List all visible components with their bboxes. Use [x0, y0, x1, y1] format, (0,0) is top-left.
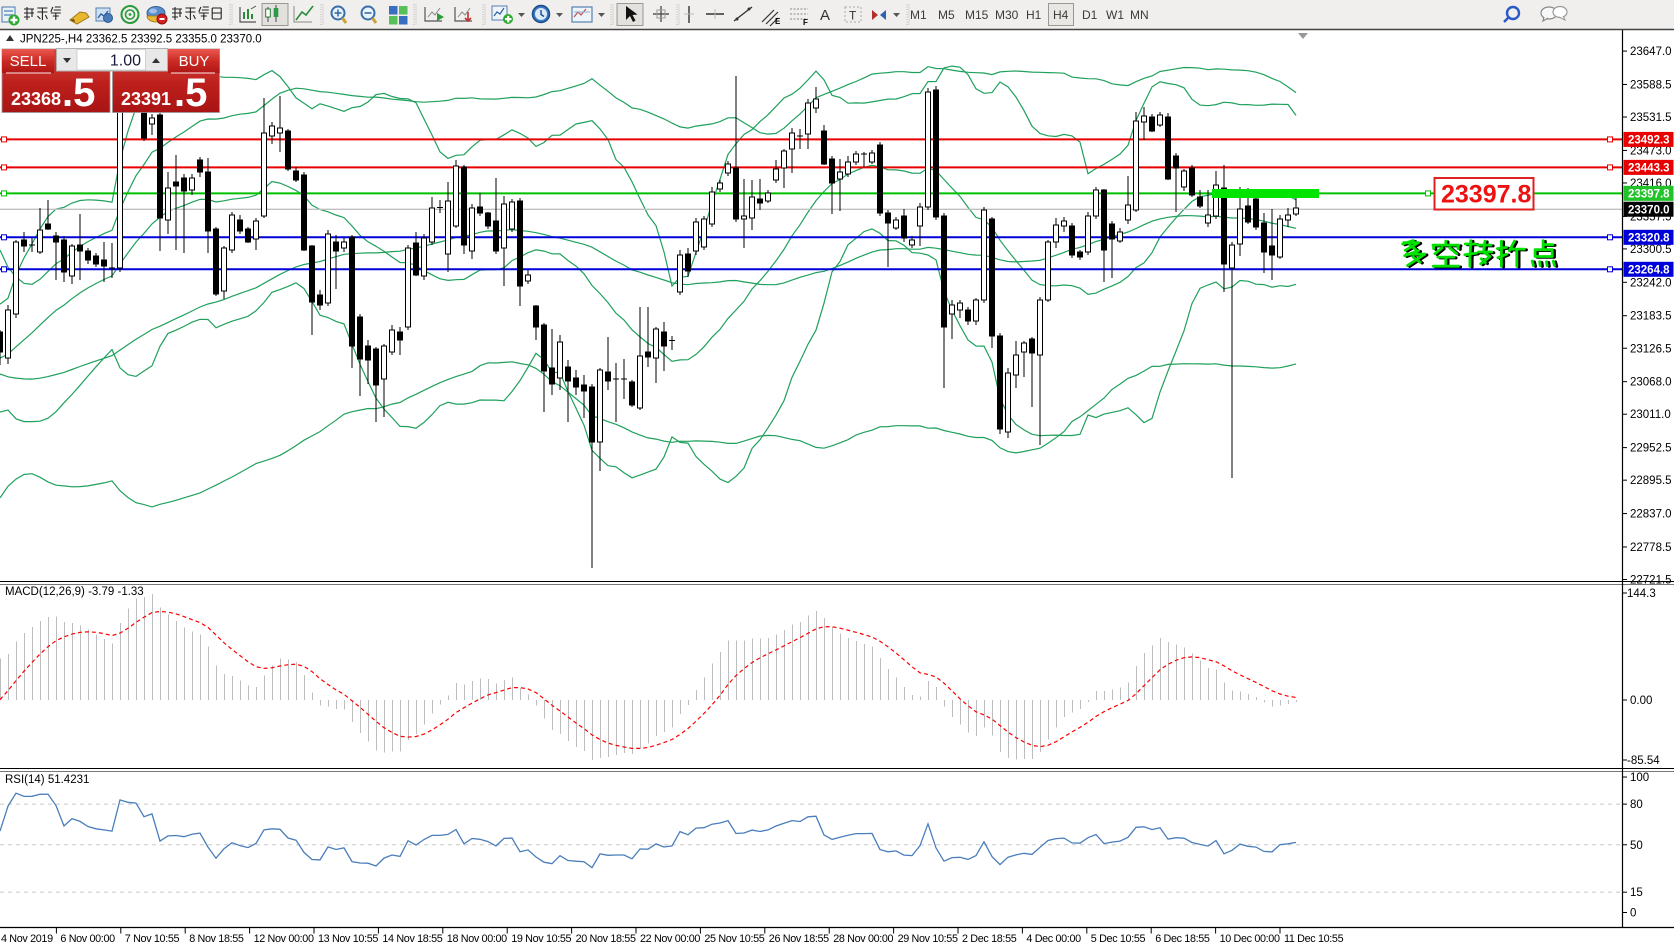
svg-text:F: F: [803, 18, 808, 27]
svg-text:23443.3: 23443.3: [1628, 163, 1670, 175]
svg-text:MACD(12,26,9) -3.79 -1.33: MACD(12,26,9) -3.79 -1.33: [5, 586, 144, 598]
svg-text:H4: H4: [1053, 8, 1069, 22]
svg-text:.5: .5: [174, 71, 207, 115]
svg-text:28 Nov 00:00: 28 Nov 00:00: [833, 933, 893, 945]
svg-text:0.00: 0.00: [1630, 695, 1652, 707]
svg-text:23264.8: 23264.8: [1628, 264, 1670, 276]
svg-text:19 Nov 10:55: 19 Nov 10:55: [511, 933, 571, 945]
svg-text:23068.0: 23068.0: [1630, 377, 1672, 389]
svg-text:23588.5: 23588.5: [1630, 79, 1672, 91]
svg-text:JPN225-,H4 23362.5 23392.5 23: JPN225-,H4 23362.5 23392.5 23355.0 23370…: [20, 34, 262, 46]
svg-text:26 Nov 18:55: 26 Nov 18:55: [769, 933, 829, 945]
svg-text:23647.0: 23647.0: [1630, 46, 1672, 58]
svg-text:12 Nov 00:00: 12 Nov 00:00: [254, 933, 314, 945]
svg-text:8 Nov 18:55: 8 Nov 18:55: [189, 933, 244, 945]
svg-text:5 Dec 10:55: 5 Dec 10:55: [1091, 933, 1146, 945]
svg-text:6 Nov 00:00: 6 Nov 00:00: [60, 933, 115, 945]
svg-text:22778.5: 22778.5: [1630, 542, 1672, 554]
svg-text:0: 0: [1630, 908, 1636, 920]
svg-text:22895.5: 22895.5: [1630, 475, 1672, 487]
svg-text:23242.0: 23242.0: [1630, 277, 1672, 289]
svg-text:29 Nov 10:55: 29 Nov 10:55: [898, 933, 958, 945]
svg-text:-85.54: -85.54: [1627, 755, 1660, 767]
svg-text:BUY: BUY: [179, 53, 210, 70]
svg-text:M5: M5: [938, 8, 955, 22]
svg-text:H1: H1: [1026, 8, 1042, 22]
svg-text:25 Nov 10:55: 25 Nov 10:55: [704, 933, 764, 945]
svg-text:80: 80: [1630, 799, 1643, 811]
svg-text:23397.8: 23397.8: [1441, 181, 1531, 209]
svg-text:22837.0: 22837.0: [1630, 509, 1672, 521]
svg-text:15: 15: [1630, 887, 1643, 899]
svg-text:10 Dec 00:00: 10 Dec 00:00: [1220, 933, 1280, 945]
svg-text:SELL: SELL: [10, 53, 47, 70]
svg-text:M30: M30: [995, 8, 1019, 22]
svg-text:23492.3: 23492.3: [1628, 135, 1670, 147]
svg-text:4 Dec 00:00: 4 Dec 00:00: [1026, 933, 1081, 945]
svg-text:22952.5: 22952.5: [1630, 443, 1672, 455]
svg-text:MN: MN: [1130, 8, 1149, 22]
svg-text:RSI(14) 51.4231: RSI(14) 51.4231: [5, 774, 89, 786]
svg-text:23370.0: 23370.0: [1628, 204, 1670, 216]
svg-text:23011.0: 23011.0: [1630, 409, 1671, 421]
svg-text:23391: 23391: [121, 89, 171, 109]
svg-text:22 Nov 00:00: 22 Nov 00:00: [640, 933, 700, 945]
svg-text:23320.8: 23320.8: [1628, 233, 1670, 245]
svg-text:E: E: [775, 17, 781, 26]
svg-text:14 Nov 18:55: 14 Nov 18:55: [382, 933, 442, 945]
svg-text:23368: 23368: [11, 89, 61, 109]
svg-text:23397.8: 23397.8: [1628, 189, 1670, 201]
svg-text:144.3: 144.3: [1627, 588, 1656, 600]
svg-text:2 Dec 18:55: 2 Dec 18:55: [962, 933, 1017, 945]
svg-text:13 Nov 10:55: 13 Nov 10:55: [318, 933, 378, 945]
svg-text:D1: D1: [1082, 8, 1098, 22]
svg-text:W1: W1: [1106, 8, 1124, 22]
svg-text:23183.5: 23183.5: [1630, 311, 1672, 323]
svg-text:23531.5: 23531.5: [1630, 112, 1672, 124]
svg-text:23126.5: 23126.5: [1630, 343, 1672, 355]
svg-text:.5: .5: [62, 71, 95, 115]
svg-text:T: T: [849, 9, 857, 23]
svg-text:M1: M1: [910, 8, 927, 22]
svg-text:50: 50: [1630, 840, 1643, 852]
svg-text:18 Nov 00:00: 18 Nov 00:00: [447, 933, 507, 945]
svg-text:100: 100: [1630, 772, 1649, 784]
svg-text:1.00: 1.00: [110, 53, 141, 70]
svg-text:23300.5: 23300.5: [1630, 244, 1672, 256]
svg-text:11 Dec 10:55: 11 Dec 10:55: [1284, 933, 1344, 945]
svg-text:7 Nov 10:55: 7 Nov 10:55: [125, 933, 180, 945]
svg-text:20 Nov 18:55: 20 Nov 18:55: [576, 933, 636, 945]
svg-text:6 Dec 18:55: 6 Dec 18:55: [1155, 933, 1210, 945]
svg-text:M15: M15: [965, 8, 989, 22]
svg-text:22721.5: 22721.5: [1630, 575, 1672, 587]
svg-text:23473.0: 23473.0: [1630, 145, 1672, 157]
svg-text:4 Nov 2019: 4 Nov 2019: [1, 933, 53, 945]
svg-text:A: A: [820, 7, 830, 24]
